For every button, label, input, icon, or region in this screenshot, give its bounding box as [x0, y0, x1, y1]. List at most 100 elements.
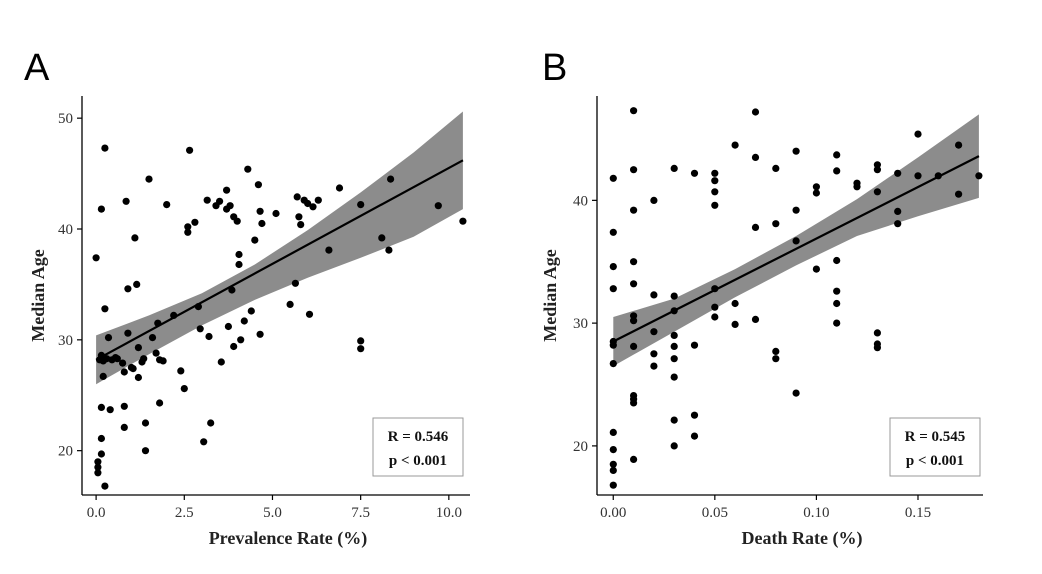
- data-point: [731, 299, 739, 308]
- data-point: [833, 167, 841, 175]
- r-value: R = 0.546: [388, 429, 449, 445]
- data-point: [244, 165, 252, 173]
- data-point: [670, 342, 678, 350]
- y-tick-label: 20: [573, 439, 588, 455]
- data-point: [97, 434, 105, 443]
- regression-line: [95, 159, 464, 361]
- data-point: [630, 258, 638, 266]
- data-point: [914, 130, 922, 138]
- data-point: [894, 169, 902, 177]
- stat-box: [372, 417, 464, 477]
- data-point: [216, 197, 224, 205]
- data-point: [186, 146, 194, 154]
- data-point: [833, 299, 841, 308]
- data-point: [955, 141, 963, 149]
- p-value: p < 0.001: [906, 453, 964, 469]
- data-point: [99, 372, 107, 380]
- data-point: [609, 285, 617, 293]
- data-point: [184, 223, 192, 231]
- data-point: [141, 447, 150, 455]
- data-point: [134, 344, 142, 352]
- data-point: [833, 287, 841, 295]
- y-tick-label: 30: [58, 333, 73, 349]
- data-point: [609, 341, 617, 349]
- data-point: [792, 237, 800, 245]
- data-point: [357, 201, 365, 209]
- data-point: [711, 188, 719, 196]
- data-point: [207, 419, 215, 427]
- data-point: [133, 280, 141, 288]
- data-point: [873, 329, 882, 337]
- panel-letter: B: [542, 47, 567, 89]
- data-point: [792, 206, 800, 214]
- data-point: [630, 206, 638, 214]
- data-point: [731, 141, 739, 149]
- r-value: R = 0.545: [905, 429, 966, 445]
- data-point: [812, 183, 821, 191]
- data-point: [772, 164, 780, 172]
- stat-box: [889, 417, 981, 477]
- data-point: [387, 175, 395, 183]
- data-point: [104, 334, 113, 342]
- data-point: [141, 419, 150, 427]
- data-point: [609, 174, 617, 182]
- y-axis-title: Median Age: [540, 249, 560, 342]
- p-value: p < 0.001: [389, 453, 447, 469]
- x-tick-label: 0.15: [905, 505, 931, 521]
- data-point: [357, 345, 365, 353]
- data-point: [217, 358, 225, 366]
- y-tick-label: 40: [58, 222, 73, 238]
- data-point: [286, 300, 294, 308]
- data-point: [119, 359, 127, 367]
- data-point: [670, 355, 678, 363]
- data-point: [196, 325, 204, 333]
- data-point: [272, 209, 280, 218]
- data-point: [670, 292, 678, 300]
- data-point: [711, 177, 719, 185]
- data-point: [772, 355, 780, 363]
- data-point: [97, 205, 105, 213]
- data-point: [459, 217, 467, 225]
- data-point: [92, 254, 100, 262]
- data-point: [94, 469, 102, 477]
- data-point: [650, 328, 658, 336]
- x-tick-label: 0.05: [702, 505, 728, 521]
- data-point: [711, 303, 719, 311]
- data-point: [609, 228, 617, 236]
- panel-b: 0.00 0.05 0.10 0.15 20 30 40 Death Rate (%) Medi…: [540, 47, 983, 549]
- data-point: [233, 217, 241, 225]
- data-point: [630, 166, 638, 174]
- data-point: [690, 411, 699, 419]
- data-point: [670, 416, 678, 424]
- data-point: [134, 373, 142, 382]
- data-point: [325, 246, 333, 254]
- data-point: [650, 362, 658, 370]
- data-point: [894, 207, 902, 215]
- panel-letter: A: [24, 47, 50, 89]
- data-point: [129, 365, 137, 373]
- data-point: [630, 342, 638, 350]
- data-point: [124, 329, 132, 337]
- panel-a: 0.0 2.5 5.0 7.5 10.0 20 30 40 50 Prevalence Rate …: [24, 47, 470, 549]
- data-point: [224, 322, 232, 331]
- data-point: [101, 144, 109, 152]
- data-point: [751, 108, 760, 116]
- data-point: [955, 190, 963, 198]
- data-point: [609, 481, 617, 489]
- data-point: [378, 234, 386, 242]
- x-tick-label: 5.0: [263, 505, 282, 521]
- data-point: [812, 265, 821, 273]
- x-tick-label: 2.5: [175, 505, 194, 521]
- data-point: [609, 428, 617, 436]
- data-point: [120, 402, 128, 410]
- data-point: [650, 196, 658, 204]
- data-point: [297, 221, 305, 229]
- data-point: [690, 169, 699, 177]
- data-point: [914, 172, 922, 180]
- data-point: [873, 166, 882, 174]
- data-point: [650, 291, 658, 299]
- data-point: [305, 310, 314, 318]
- data-point: [609, 466, 617, 474]
- data-point: [630, 399, 638, 407]
- data-point: [772, 220, 780, 228]
